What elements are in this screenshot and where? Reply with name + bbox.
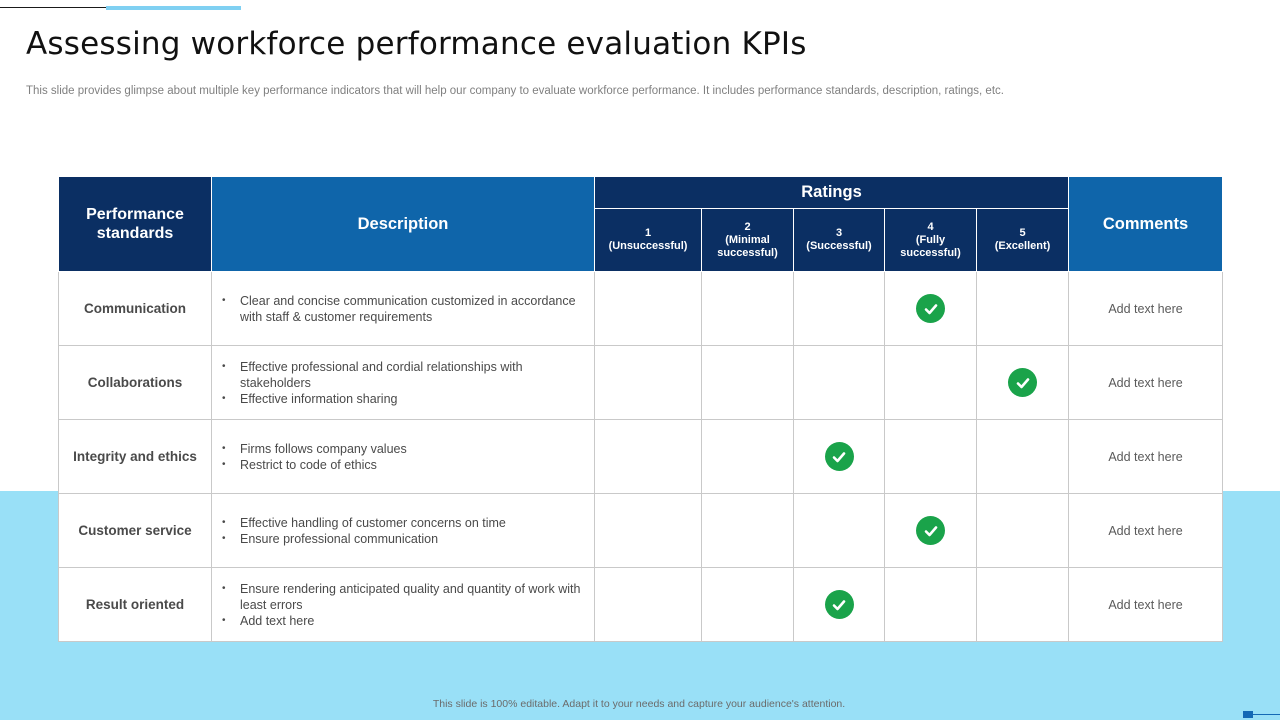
rating-number: 5 [1019,227,1026,239]
table-row: Customer service Effective handling of cu… [58,493,1224,568]
header-performance-standards: Performance standards [58,176,212,272]
rating-label-cont: successful) [900,246,961,259]
rating-cell-1 [594,271,702,346]
rating-cell-2 [701,271,794,346]
rating-number: 1 [644,227,652,239]
header-rating-4: 4 (Fully successful) [884,208,977,272]
description-bullet: Ensure rendering anticipated quality and… [222,581,594,613]
rating-label-cont: successful) [717,246,778,259]
description-bullet: Restrict to code of ethics [222,457,594,473]
rating-cell-1 [594,345,702,420]
rating-cell-5 [975,271,1070,346]
comment-cell: Add text here [1068,271,1224,346]
rating-number: 4 [927,220,934,233]
rating-cell-4 [884,493,977,568]
rating-cell-5 [975,567,1070,642]
description-bullet: Ensure professional communication [222,531,594,547]
kpi-table: Performance standards Description Rating… [58,176,1224,642]
header-rating-1: 1 (Unsuccessful) [594,208,702,272]
slide-title: Assessing workforce performance evaluati… [26,26,807,62]
rating-cell-5 [975,493,1070,568]
rating-cell-3 [793,419,885,494]
description-cell: Firms follows company valuesRestrict to … [211,419,595,494]
comment-cell: Add text here [1068,567,1224,642]
description-bullet: Add text here [222,613,594,629]
rating-cell-3 [793,567,885,642]
rating-cell-5 [975,345,1070,420]
rating-cell-2 [701,567,794,642]
rating-number: 2 [744,220,751,233]
rating-label: (Fully [915,233,946,246]
comment-cell: Add text here [1068,419,1224,494]
rating-cell-1 [594,419,702,494]
description-cell: Effective professional and cordial relat… [211,345,595,420]
description-list: Firms follows company valuesRestrict to … [222,441,594,473]
description-cell: Clear and concise communication customiz… [211,271,595,346]
table-row: Collaborations Effective professional and… [58,345,1224,420]
description-list: Clear and concise communication customiz… [222,293,594,325]
performance-standard: Result oriented [58,567,212,642]
header-rating-2: 2 (Minimal successful) [701,208,794,272]
rating-cell-3 [793,271,885,346]
rating-label: (Unsuccessful) [608,240,688,252]
description-bullet: Clear and concise communication customiz… [222,293,594,325]
rating-cell-2 [701,493,794,568]
check-circle-icon [1008,368,1038,397]
corner-marker-line [1253,714,1280,715]
description-bullet: Firms follows company values [222,441,594,457]
check-circle-icon [824,590,854,619]
header-standards-line2: standards [96,225,174,242]
footer-note: This slide is 100% editable. Adapt it to… [432,698,846,710]
header-description: Description [211,176,595,272]
description-cell: Ensure rendering anticipated quality and… [211,567,595,642]
comment-cell: Add text here [1068,345,1224,420]
rating-cell-3 [793,345,885,420]
slide-subtitle: This slide provides glimpse about multip… [26,85,1004,97]
rating-cell-1 [594,567,702,642]
rating-number: 3 [835,227,843,239]
table-row: Integrity and ethics Firms follows compan… [58,419,1224,494]
performance-standard: Collaborations [58,345,212,420]
rating-cell-5 [975,419,1070,494]
performance-standard: Communication [58,271,212,346]
rating-label: (Minimal [725,233,770,246]
comment-cell: Add text here [1068,493,1224,568]
rating-label: (Excellent) [994,240,1051,252]
description-list: Ensure rendering anticipated quality and… [222,581,594,629]
check-circle-icon [824,442,854,471]
rating-cell-1 [594,493,702,568]
table-row: Communication Clear and concise communica… [58,271,1224,346]
check-circle-icon [916,516,945,545]
rating-cell-2 [701,419,794,494]
rating-cell-2 [701,345,794,420]
check-circle-icon [916,294,945,323]
description-list: Effective professional and cordial relat… [222,359,594,407]
table-row: Result oriented Ensure rendering anticipa… [58,567,1224,642]
header-rating-5: 5 (Excellent) [975,208,1070,272]
description-cell: Effective handling of customer concerns … [211,493,595,568]
top-accent-line-dark [0,7,106,8]
rating-cell-4 [884,419,977,494]
header-comments: Comments [1068,176,1224,272]
header-ratings: Ratings [593,176,1070,209]
rating-label: (Successful) [806,240,872,252]
rating-cell-4 [884,345,977,420]
performance-standard: Integrity and ethics [58,419,212,494]
description-bullet: Effective professional and cordial relat… [222,359,594,391]
rating-cell-4 [884,271,977,346]
corner-marker [1243,711,1253,718]
description-bullet: Effective handling of customer concerns … [222,515,594,531]
rating-cell-4 [884,567,977,642]
header-standards-line1: Performance [86,206,184,223]
header-rating-3: 3 (Successful) [793,208,885,272]
top-accent-line-blue [106,6,241,10]
description-list: Effective handling of customer concerns … [222,515,594,547]
performance-standard: Customer service [58,493,212,568]
rating-cell-3 [793,493,885,568]
description-bullet: Effective information sharing [222,391,594,407]
